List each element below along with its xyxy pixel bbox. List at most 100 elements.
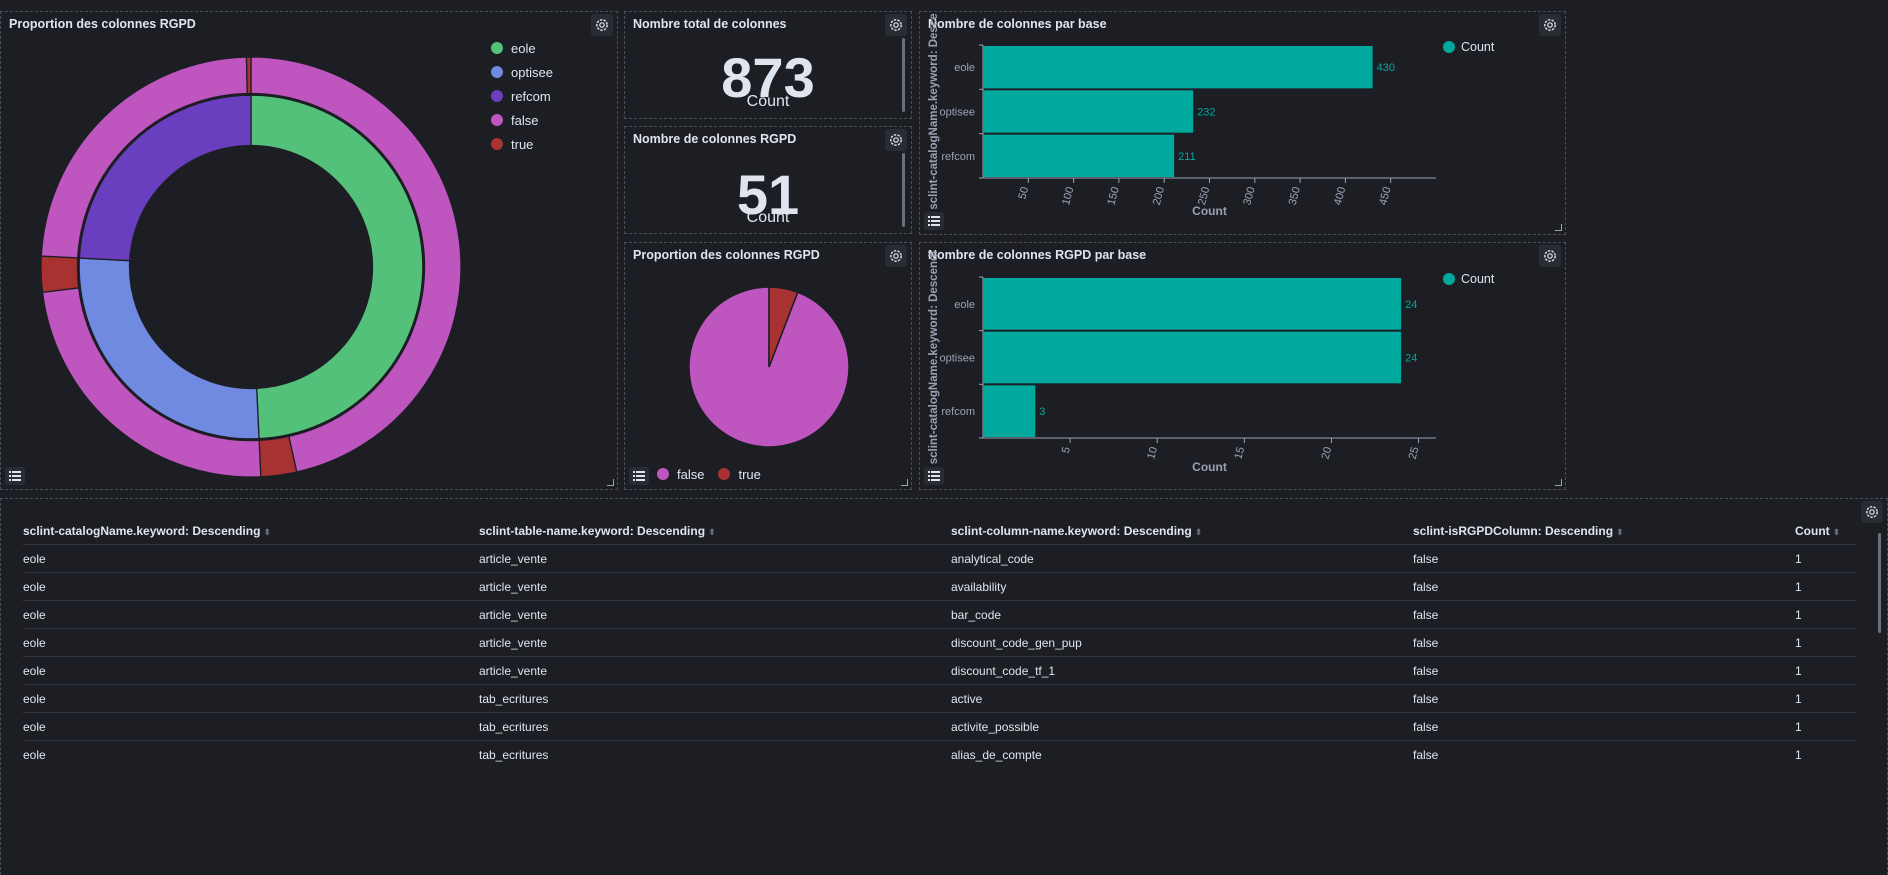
table-cell[interactable]: eole bbox=[23, 544, 479, 573]
bar-refcom[interactable] bbox=[983, 134, 1175, 177]
table-cell[interactable]: article_vente bbox=[479, 572, 951, 601]
resize-handle[interactable] bbox=[901, 479, 908, 486]
table-cell[interactable]: 1 bbox=[1795, 628, 1856, 657]
table-cell[interactable]: article_vente bbox=[479, 600, 951, 629]
column-header[interactable]: sclint-table-name.keyword: Descending ⬍ bbox=[479, 524, 716, 538]
sort-icon[interactable]: ⬍ bbox=[708, 527, 716, 537]
bar-eole[interactable] bbox=[983, 278, 1402, 330]
column-header[interactable]: sclint-column-name.keyword: Descending ⬍ bbox=[951, 524, 1203, 538]
table-cell[interactable]: false bbox=[1413, 628, 1795, 657]
scrollbar[interactable] bbox=[902, 38, 905, 112]
legend-item-true[interactable]: true bbox=[718, 462, 761, 486]
table-cell[interactable]: false bbox=[1413, 656, 1795, 685]
bar-refcom[interactable] bbox=[983, 385, 1036, 437]
table-cell[interactable]: article_vente bbox=[479, 656, 951, 685]
table-cell[interactable]: article_vente bbox=[479, 628, 951, 657]
table-cell[interactable]: 1 bbox=[1795, 712, 1856, 741]
table-cell[interactable]: eole bbox=[23, 572, 479, 601]
table-cell[interactable]: false bbox=[1413, 572, 1795, 601]
table-cell[interactable]: discount_code_gen_pup bbox=[951, 628, 1413, 657]
table-body: eole article_vente analytical_code false 1 eo… bbox=[23, 544, 1856, 768]
resize-handle[interactable] bbox=[1555, 479, 1562, 486]
gear-icon[interactable] bbox=[885, 245, 907, 267]
table-cell[interactable]: bar_code bbox=[951, 600, 1413, 629]
table-row[interactable]: eole article_vente availability false 1 bbox=[23, 572, 1856, 601]
table-cell[interactable]: article_vente bbox=[479, 544, 951, 573]
table-cell[interactable]: eole bbox=[23, 628, 479, 657]
table-cell[interactable]: eole bbox=[23, 740, 479, 768]
table-cell[interactable]: 1 bbox=[1795, 740, 1856, 768]
list-icon[interactable] bbox=[924, 467, 944, 485]
table-cell[interactable]: alias_de_compte bbox=[951, 740, 1413, 768]
donut-inner-slice-eole[interactable] bbox=[250, 94, 424, 440]
table-cell[interactable]: activite_possible bbox=[951, 712, 1413, 741]
pie-slice-true[interactable] bbox=[768, 286, 799, 368]
table-cell[interactable]: false bbox=[1413, 740, 1795, 768]
legend-item-false[interactable]: false bbox=[491, 108, 553, 132]
legend-label[interactable]: Count bbox=[1461, 272, 1495, 286]
legend-label[interactable]: Count bbox=[1461, 40, 1495, 54]
table-cell[interactable]: 1 bbox=[1795, 572, 1856, 601]
table-cell[interactable]: 1 bbox=[1795, 684, 1856, 713]
resize-handle[interactable] bbox=[607, 479, 614, 486]
legend-item-true[interactable]: true bbox=[491, 132, 553, 156]
list-icon[interactable] bbox=[629, 467, 649, 485]
table-cell[interactable]: 1 bbox=[1795, 600, 1856, 629]
sort-icon[interactable]: ⬍ bbox=[1194, 527, 1203, 537]
table-cell[interactable]: discount_code_tf_1 bbox=[951, 656, 1413, 685]
sort-icon[interactable]: ⬍ bbox=[1832, 527, 1841, 537]
table-cell[interactable]: tab_ecritures bbox=[479, 740, 951, 768]
legend-dot bbox=[491, 42, 503, 54]
x-axis-label: Count bbox=[1192, 460, 1227, 474]
donut-outer-slice-refcom-true[interactable] bbox=[245, 57, 252, 95]
table-row[interactable]: eole tab_ecritures activite_possible false 1 bbox=[23, 712, 1856, 741]
legend-item-eole[interactable]: eole bbox=[491, 36, 553, 60]
gear-icon[interactable] bbox=[1539, 14, 1561, 36]
column-header[interactable]: sclint-catalogName.keyword: Descending ⬍ bbox=[23, 524, 271, 538]
gear-icon[interactable] bbox=[1861, 501, 1883, 523]
donut-outer-slice-optisee-true[interactable] bbox=[41, 255, 80, 293]
table-cell[interactable]: false bbox=[1413, 684, 1795, 713]
bar-optisee[interactable] bbox=[983, 331, 1402, 384]
list-icon[interactable] bbox=[5, 467, 25, 485]
gear-icon[interactable] bbox=[885, 14, 907, 36]
bar-eole[interactable] bbox=[983, 46, 1373, 89]
table-cell[interactable]: 1 bbox=[1795, 656, 1856, 685]
sort-icon[interactable]: ⬍ bbox=[263, 527, 271, 537]
legend-item-refcom[interactable]: refcom bbox=[491, 84, 553, 108]
table-cell[interactable]: analytical_code bbox=[951, 544, 1413, 573]
table-row[interactable]: eole article_vente discount_code_gen_pup fa… bbox=[23, 628, 1856, 657]
table-cell[interactable]: availability bbox=[951, 572, 1413, 601]
table-row[interactable]: eole article_vente discount_code_tf_1 false… bbox=[23, 656, 1856, 685]
table-cell[interactable]: eole bbox=[23, 712, 479, 741]
table-row[interactable]: eole article_vente bar_code false 1 bbox=[23, 600, 1856, 629]
column-header[interactable]: sclint-isRGPDColumn: Descending ⬍ bbox=[1413, 524, 1624, 538]
table-cell[interactable]: eole bbox=[23, 600, 479, 629]
table-cell[interactable]: false bbox=[1413, 544, 1795, 573]
table-row[interactable]: eole tab_ecritures alias_de_compte false 1 bbox=[23, 740, 1856, 768]
table-row[interactable]: eole article_vente analytical_code false 1 bbox=[23, 544, 1856, 573]
table-cell[interactable]: eole bbox=[23, 656, 479, 685]
table-cell[interactable]: active bbox=[951, 684, 1413, 713]
gear-icon[interactable] bbox=[591, 14, 613, 36]
table-cell[interactable]: tab_ecritures bbox=[479, 712, 951, 741]
legend-item-false[interactable]: false bbox=[657, 462, 704, 486]
table-cell[interactable]: false bbox=[1413, 712, 1795, 741]
list-icon[interactable] bbox=[924, 212, 944, 230]
scrollbar[interactable] bbox=[1878, 533, 1881, 633]
sort-icon[interactable]: ⬍ bbox=[1616, 527, 1624, 537]
gear-icon[interactable] bbox=[885, 129, 907, 151]
table-cell[interactable]: 1 bbox=[1795, 544, 1856, 573]
table-cell[interactable]: tab_ecritures bbox=[479, 684, 951, 713]
table-cell[interactable]: false bbox=[1413, 600, 1795, 629]
resize-handle[interactable] bbox=[1555, 224, 1562, 231]
gear-icon[interactable] bbox=[1539, 245, 1561, 267]
column-header[interactable]: Count ⬍ bbox=[1795, 524, 1841, 538]
table-cell[interactable]: eole bbox=[23, 684, 479, 713]
donut-inner-slice-refcom[interactable] bbox=[78, 94, 252, 262]
legend-item-optisee[interactable]: optisee bbox=[491, 60, 553, 84]
scrollbar[interactable] bbox=[902, 153, 905, 227]
bar-optisee[interactable] bbox=[983, 90, 1194, 133]
table-row[interactable]: eole tab_ecritures active false 1 bbox=[23, 684, 1856, 713]
pie-legend: false true bbox=[657, 462, 761, 486]
